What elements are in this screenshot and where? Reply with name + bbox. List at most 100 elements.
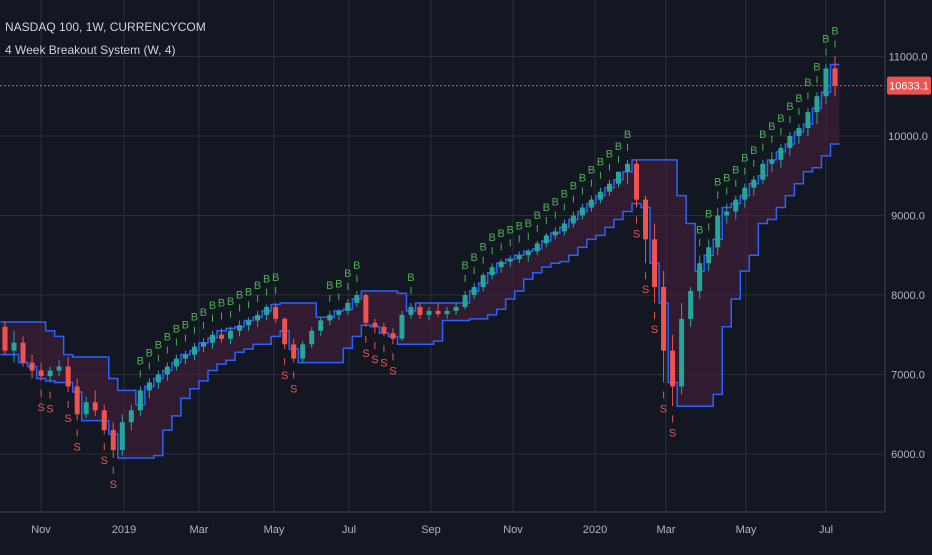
candle-body	[489, 267, 495, 276]
buy-signal-label: B	[344, 268, 351, 280]
candle-body	[219, 334, 225, 339]
buy-signal-label: B	[137, 355, 144, 367]
price-tick-label: 8000.0	[891, 290, 925, 302]
candle-body	[273, 306, 279, 319]
indicator-title[interactable]: 4 Week Breakout System (W, 4)	[5, 43, 176, 57]
buy-signal-label: B	[245, 286, 252, 298]
buy-signal-label: B	[813, 61, 820, 73]
sell-signal-label: S	[633, 229, 640, 241]
breakout-channel	[0, 63, 840, 459]
candle-body	[453, 306, 459, 311]
buy-signal-label: B	[191, 312, 198, 324]
candle-body	[634, 163, 640, 200]
candle-body	[543, 235, 549, 244]
candle-body	[697, 263, 703, 292]
candle-body	[570, 215, 576, 224]
buy-signal-label: B	[768, 121, 775, 133]
candle-body	[146, 382, 152, 391]
sell-signal-label: S	[64, 413, 71, 425]
candle-body	[2, 326, 8, 351]
candle-body	[38, 370, 44, 377]
candle-body	[796, 128, 802, 136]
sell-signal-label: S	[642, 284, 649, 296]
buy-signal-label: B	[696, 224, 703, 236]
buy-signal-label: B	[597, 157, 604, 169]
candle-body	[20, 342, 26, 363]
sell-signal-label: S	[46, 403, 53, 415]
candle-body	[507, 259, 513, 262]
buy-signal-label: B	[326, 280, 333, 292]
candle-body	[381, 326, 387, 334]
sell-signal-label: S	[371, 354, 378, 366]
time-tick-label: Mar	[190, 524, 209, 536]
candle-body	[832, 68, 838, 86]
buy-signal-label: B	[831, 26, 838, 38]
candle-body	[435, 310, 441, 315]
sell-signal-label: S	[380, 357, 387, 369]
sell-signal-label: S	[37, 402, 44, 414]
candle-body	[706, 247, 712, 264]
buy-signal-label: B	[705, 208, 712, 220]
candle-body	[417, 306, 423, 315]
candle-body	[615, 171, 621, 184]
candle-body	[237, 325, 243, 331]
candle-body	[390, 333, 396, 339]
buy-signal-label: B	[254, 280, 261, 292]
price-axis-labels: 11000.0 10000.0 9000.0 8000.0 7000.0 6000.0	[888, 52, 928, 462]
candle-body	[597, 191, 603, 200]
buy-signal-label: B	[218, 297, 225, 309]
buy-signal-label: B	[479, 242, 486, 254]
candle-body	[110, 430, 116, 451]
buy-signal-label: B	[543, 202, 550, 214]
buy-signal-label: B	[795, 93, 802, 105]
candle-body	[345, 302, 351, 311]
candle-body	[525, 251, 531, 256]
sell-signal-label: S	[74, 442, 81, 454]
sell-signal-label: S	[660, 403, 667, 415]
time-tick-label: Mar	[657, 524, 676, 536]
candle-body	[200, 342, 206, 347]
candle-body	[363, 295, 369, 323]
candle-body	[742, 187, 748, 200]
candle-body	[83, 402, 89, 415]
buy-signal-label: B	[146, 347, 153, 359]
candle-body	[128, 410, 134, 423]
time-axis-labels: Nov 2019 Mar May Jul Sep Nov 2020 Mar May Jul	[31, 524, 833, 536]
time-tick-label: Jul	[342, 524, 356, 536]
buy-signal-label: B	[588, 165, 595, 177]
candle-body	[74, 386, 80, 415]
candle-body	[724, 211, 730, 216]
candle-body	[534, 243, 540, 252]
buy-signal-label: B	[353, 260, 360, 272]
buy-signal-label: B	[164, 332, 171, 344]
candle-body	[679, 318, 685, 387]
buy-signal-label: B	[525, 218, 532, 230]
candle-body	[814, 96, 820, 113]
time-tick-label: 2019	[112, 524, 136, 536]
time-tick-label: Sep	[421, 524, 441, 536]
buy-signal-label: B	[236, 289, 243, 301]
buy-signal-label: B	[470, 252, 477, 264]
candle-body	[101, 410, 107, 431]
candle-body	[588, 199, 594, 208]
candle-body	[336, 310, 342, 315]
candle-body	[516, 255, 522, 260]
candle-body	[823, 68, 829, 97]
sell-signal-label: S	[362, 348, 369, 360]
sell-signal-label: S	[101, 455, 108, 467]
sell-signal-label: S	[669, 427, 676, 439]
time-tick-label: Nov	[31, 524, 51, 536]
buy-signal-label: B	[723, 173, 730, 185]
time-axis[interactable]	[0, 512, 932, 550]
candle-body	[264, 306, 270, 315]
buy-signal-label: B	[516, 220, 523, 232]
candle-body	[670, 350, 676, 387]
buy-signal-label: B	[507, 224, 514, 236]
time-tick-label: Jul	[819, 524, 833, 536]
buy-signal-label: B	[461, 260, 468, 272]
buy-signal-label: B	[489, 232, 496, 244]
buy-signal-label: B	[155, 340, 162, 352]
